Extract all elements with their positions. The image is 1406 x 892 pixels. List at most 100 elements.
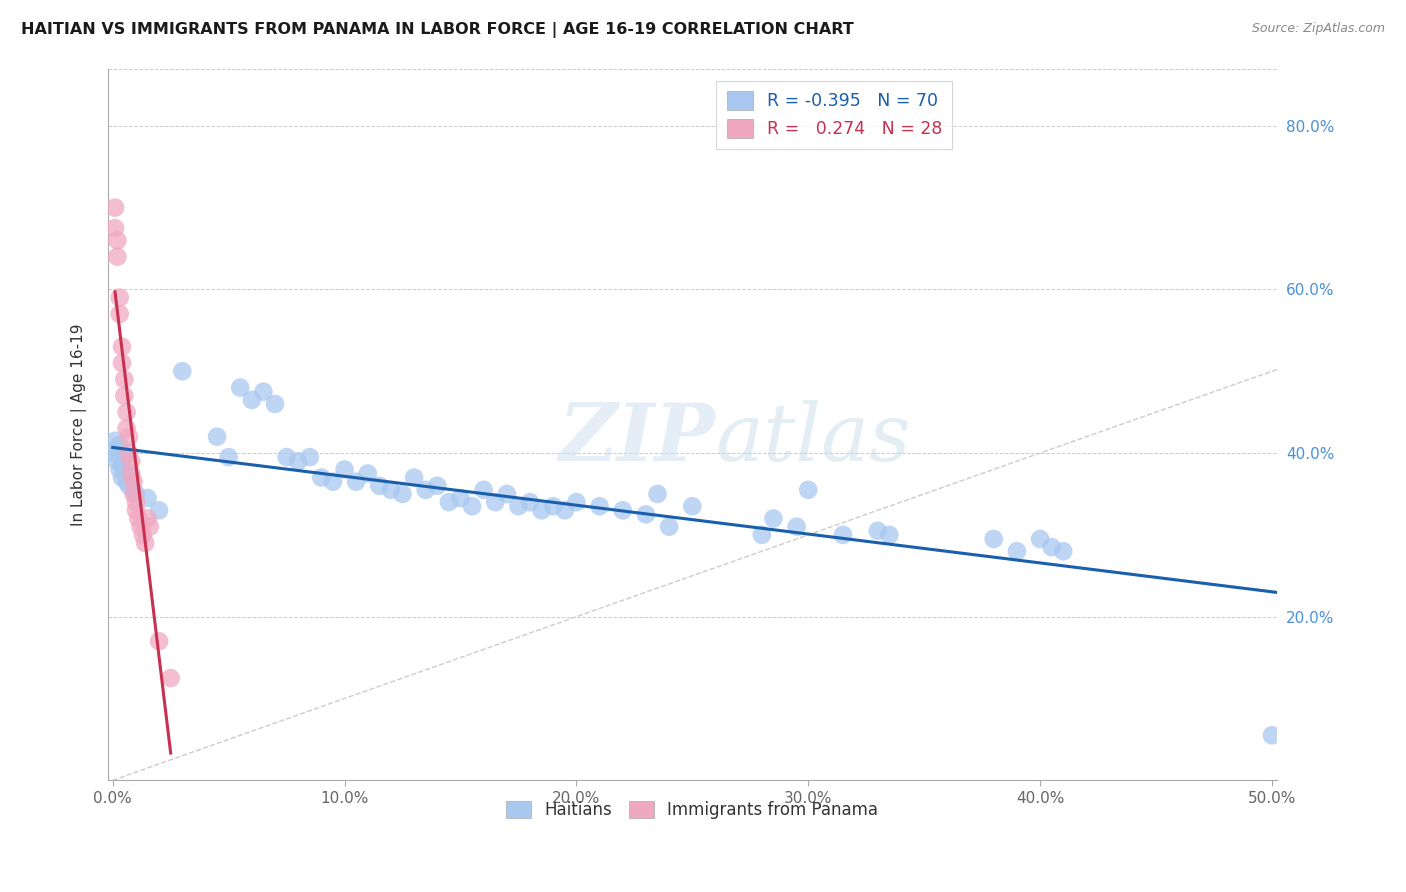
Point (866, 524, 889, 538)
Point (111, 458, 134, 473)
Point (112, 389, 135, 403)
Point (344, 475, 367, 489)
Point (112, 467, 135, 481)
Y-axis label: In Labor Force | Age 16-19: In Labor Force | Age 16-19 (72, 323, 87, 525)
Point (108, 291, 131, 305)
Text: Source: ZipAtlas.com: Source: ZipAtlas.com (1251, 22, 1385, 36)
Point (148, 634, 170, 648)
Point (519, 495, 541, 509)
Point (762, 511, 785, 525)
Point (983, 532, 1005, 546)
Point (357, 467, 380, 481)
Point (276, 450, 298, 464)
Point (634, 508, 657, 522)
Point (218, 450, 240, 464)
Point (333, 462, 356, 476)
Point (172, 364, 194, 378)
Point (105, 250, 128, 264)
Point (129, 519, 152, 533)
Point (554, 503, 576, 517)
Point (565, 495, 588, 509)
Point (681, 500, 703, 514)
Point (139, 519, 162, 533)
Point (1029, 532, 1052, 546)
Point (404, 470, 426, 484)
Point (287, 454, 309, 468)
Point (136, 511, 159, 525)
Point (484, 495, 506, 509)
Point (104, 434, 127, 448)
Point (647, 487, 669, 501)
Point (125, 495, 148, 509)
Legend: Haitians, Immigrants from Panama: Haitians, Immigrants from Panama (499, 794, 884, 825)
Point (118, 446, 141, 460)
Point (108, 307, 131, 321)
Point (541, 500, 564, 514)
Point (229, 381, 252, 395)
Point (380, 483, 402, 497)
Point (134, 536, 156, 550)
Point (159, 671, 181, 685)
Point (120, 470, 142, 484)
Text: ZIP: ZIP (558, 400, 716, 477)
Point (120, 467, 142, 481)
Point (461, 500, 484, 514)
Point (122, 483, 145, 497)
Point (879, 528, 901, 542)
Point (1261, 728, 1284, 742)
Point (658, 519, 681, 533)
Point (1052, 544, 1074, 558)
Point (105, 454, 128, 468)
Point (1040, 540, 1063, 554)
Point (125, 503, 148, 517)
Point (205, 430, 228, 444)
Point (104, 446, 127, 460)
Point (148, 503, 170, 517)
Point (240, 392, 263, 407)
Point (322, 475, 344, 489)
Point (588, 500, 610, 514)
Point (1005, 544, 1028, 558)
Point (832, 528, 855, 542)
Point (105, 233, 128, 247)
Point (136, 491, 159, 505)
Point (115, 421, 138, 435)
Point (132, 528, 155, 542)
Point (472, 483, 495, 497)
Point (530, 503, 553, 517)
Point (104, 221, 127, 235)
Point (112, 372, 135, 386)
Point (104, 201, 127, 215)
Point (495, 487, 517, 501)
Point (111, 356, 134, 370)
Point (112, 450, 135, 464)
Point (111, 340, 134, 354)
Point (120, 454, 142, 468)
Point (115, 405, 138, 419)
Point (115, 475, 138, 489)
Point (508, 500, 530, 514)
Point (437, 495, 460, 509)
Point (426, 479, 449, 493)
Text: HAITIAN VS IMMIGRANTS FROM PANAMA IN LABOR FORCE | AGE 16-19 CORRELATION CHART: HAITIAN VS IMMIGRANTS FROM PANAMA IN LAB… (21, 22, 853, 38)
Point (127, 511, 149, 525)
Point (415, 483, 437, 497)
Text: atlas: atlas (716, 400, 911, 477)
Point (122, 487, 145, 501)
Point (252, 384, 274, 399)
Point (108, 462, 131, 476)
Point (311, 470, 333, 484)
Point (612, 503, 634, 517)
Point (264, 397, 287, 411)
Point (105, 442, 128, 456)
Point (125, 487, 148, 501)
Point (111, 470, 134, 484)
Point (751, 528, 773, 542)
Point (391, 487, 413, 501)
Point (118, 430, 141, 444)
Point (298, 450, 321, 464)
Point (118, 479, 141, 493)
Point (368, 479, 391, 493)
Point (122, 475, 145, 489)
Point (797, 483, 820, 497)
